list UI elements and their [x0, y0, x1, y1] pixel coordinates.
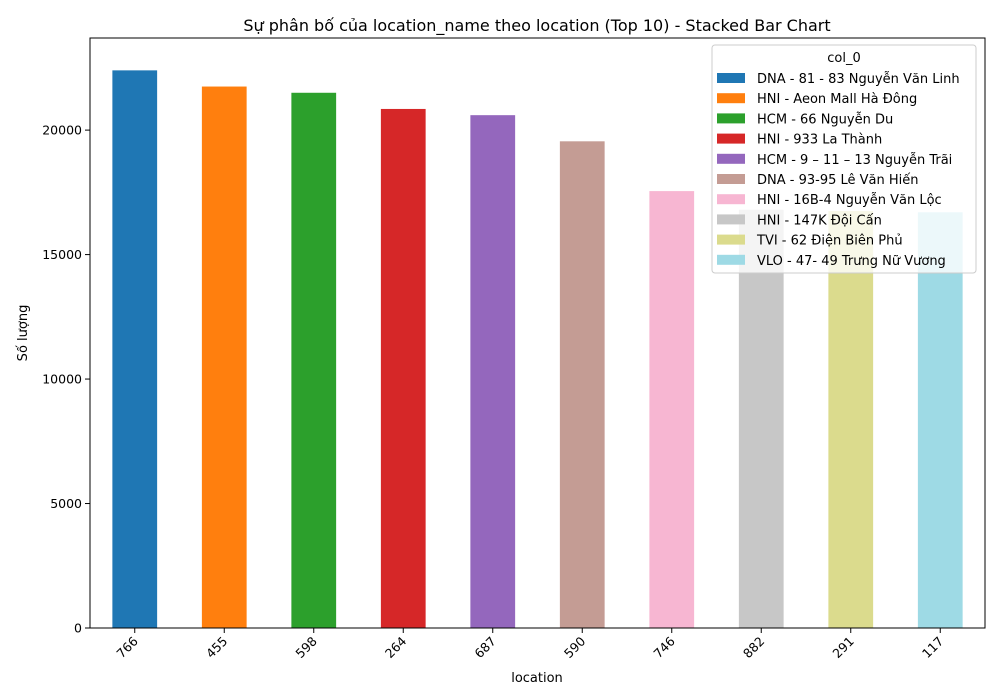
x-axis-label: location: [511, 671, 563, 686]
bar-687: [470, 115, 516, 629]
bar-590: [559, 141, 605, 628]
legend-entry: DNA - 93-95 Lê Văn Hiến: [757, 173, 919, 188]
x-tick-label: 455: [203, 634, 230, 661]
y-axis: 0 5000 10000 15000 20000: [42, 123, 90, 636]
legend-entry: HNI - Aeon Mall Hà Đông: [757, 92, 917, 107]
legend-swatch: [717, 254, 745, 265]
x-tick-label: 264: [382, 633, 410, 661]
legend-swatch: [717, 234, 745, 245]
bar-598: [291, 92, 337, 628]
bar-766: [112, 70, 158, 629]
legend-swatch: [717, 93, 745, 104]
legend-title: col_0: [827, 51, 860, 66]
legend-entry: HCM - 9 – 11 – 13 Nguyễn Trãi: [757, 153, 952, 168]
bar-455: [201, 86, 247, 629]
bar-746: [649, 191, 695, 628]
y-axis-label: Số lượng: [16, 305, 31, 362]
y-tick-label: 0: [74, 621, 82, 636]
legend-entry: HNI - 147K Đội Cấn: [757, 213, 882, 228]
x-tick-label: 291: [829, 634, 856, 661]
x-tick-label: 598: [292, 633, 320, 661]
legend-swatch: [717, 194, 745, 205]
legend-swatch: [717, 133, 745, 144]
x-tick-label: 746: [650, 633, 678, 661]
legend: col_0 DNA - 81 - 83 Nguyễn Văn Linh HNI - …: [711, 44, 977, 274]
legend-swatch: [717, 214, 745, 225]
x-axis: 766 455 598 264 687 590 746 882 291 117: [113, 628, 946, 661]
y-tick-label: 15000: [42, 247, 82, 262]
legend-entry: TVI - 62 Điện Biên Phủ: [756, 234, 903, 249]
bar-291: [828, 211, 874, 628]
legend-entry: HNI - 16B-4 Nguyễn Văn Lộc: [757, 193, 942, 208]
legend-entry: VLO - 47- 49 Trưng Nữ Vương: [757, 254, 946, 269]
x-tick-label: 117: [919, 634, 946, 661]
bar-117: [917, 212, 963, 628]
legend-swatch: [717, 73, 745, 83]
x-tick-label: 590: [561, 633, 589, 661]
y-tick-label: 20000: [42, 123, 82, 138]
legend-box: [711, 44, 977, 274]
y-tick-label: 10000: [42, 372, 82, 387]
legend-swatch: [717, 113, 745, 124]
bar-264: [380, 108, 426, 628]
chart-title: Sự phân bố của location_name theo locati…: [243, 16, 830, 36]
legend-swatch: [717, 153, 745, 164]
plot-frame: [89, 37, 986, 629]
x-tick-label: 687: [471, 634, 498, 661]
bar-882: [738, 209, 784, 628]
bars-layer: [112, 70, 963, 629]
legend-entry: DNA - 81 - 83 Nguyễn Văn Linh: [757, 72, 960, 87]
legend-swatch: [717, 174, 745, 184]
x-tick-label: 882: [740, 634, 767, 661]
y-tick-label: 5000: [50, 496, 82, 511]
legend-entry: HCM - 66 Nguyễn Du: [757, 112, 893, 127]
x-tick-label: 766: [113, 633, 141, 661]
legend-entry: HNI - 933 La Thành: [757, 133, 882, 148]
